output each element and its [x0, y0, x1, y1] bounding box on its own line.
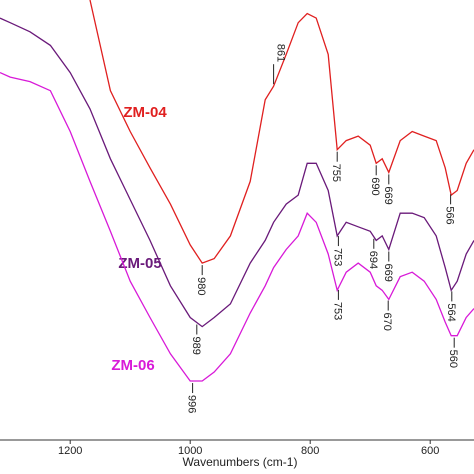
x-axis-title: Wavenumbers (cm-1): [183, 455, 298, 469]
peak-label: 753: [331, 248, 343, 266]
peak-label: 566: [444, 206, 456, 224]
peak-label: 669: [382, 186, 394, 204]
peak-label: 861: [275, 44, 287, 62]
series-label: ZM-04: [123, 104, 167, 121]
x-tick-label: 600: [421, 445, 439, 457]
peak-label: 670: [381, 313, 393, 331]
x-tick-label: 1200: [58, 445, 82, 457]
peak-label: 690: [369, 177, 381, 195]
spectrum-line: [89, 0, 474, 264]
series-label: ZM-06: [111, 357, 154, 374]
x-tick-label: 800: [301, 445, 319, 457]
spectrum-line: [0, 17, 474, 328]
peak-label: 989: [190, 337, 202, 355]
series-label: ZM-05: [118, 255, 161, 272]
peak-label: 694: [367, 251, 379, 269]
peak-label: 753: [331, 302, 343, 320]
peak-label: 755: [330, 164, 342, 182]
peak-label: 980: [195, 277, 207, 295]
spectrum-line: [0, 72, 474, 382]
peak-label: 560: [447, 350, 459, 368]
peak-label: 669: [382, 263, 394, 281]
x-tick-label: 1000: [178, 445, 202, 457]
peak-label: 996: [186, 395, 198, 413]
peak-label: 564: [445, 303, 457, 321]
